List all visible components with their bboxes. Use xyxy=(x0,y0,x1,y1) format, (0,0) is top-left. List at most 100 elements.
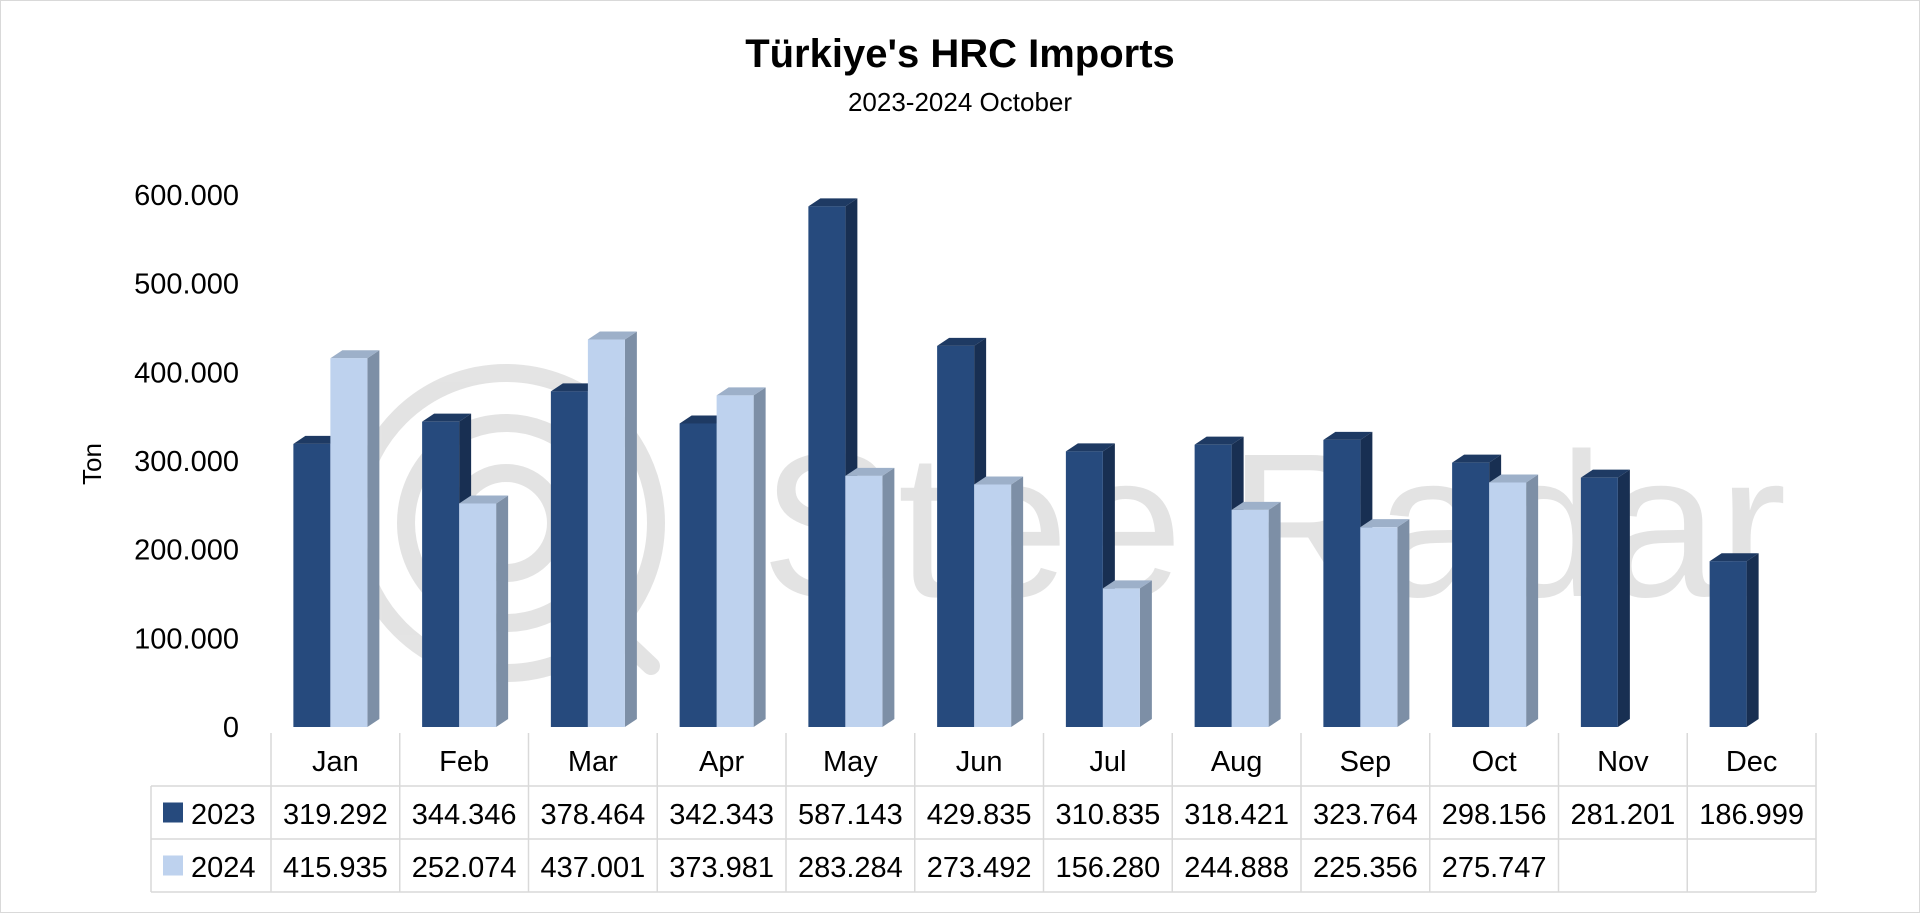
data-label: 186.999 xyxy=(1699,799,1804,831)
bar-top xyxy=(1194,436,1244,445)
bar-2024-feb xyxy=(459,495,509,727)
y-axis-label: Ton xyxy=(77,443,107,485)
bar-2024-sep xyxy=(1360,519,1410,727)
bar-front xyxy=(679,423,717,727)
bar-front xyxy=(1231,509,1269,727)
bar-side xyxy=(1397,519,1410,727)
data-label: 283.284 xyxy=(798,852,903,884)
bar-top xyxy=(974,476,1024,485)
bar-2024-jul xyxy=(1102,580,1152,727)
bar-front xyxy=(422,421,460,727)
bar-side xyxy=(1011,476,1024,727)
y-tick-label: 100.000 xyxy=(134,623,239,655)
category-label: Jan xyxy=(312,746,359,778)
y-tick-label: 0 xyxy=(223,712,239,744)
bar-top xyxy=(1489,474,1539,483)
category-label: Nov xyxy=(1597,746,1649,778)
legend-label-2023: 2023 xyxy=(191,799,256,831)
bar-top xyxy=(550,383,600,392)
bar-front xyxy=(808,206,846,727)
bar-2024-aug xyxy=(1231,501,1281,727)
bar-2024-apr xyxy=(716,387,766,727)
bar-front xyxy=(1065,451,1103,727)
y-tick-label: 200.000 xyxy=(134,535,239,567)
bar-front xyxy=(1360,527,1398,727)
data-label: 244.888 xyxy=(1184,852,1289,884)
category-label: Mar xyxy=(568,746,618,778)
bar-top xyxy=(937,337,987,346)
data-label: 225.356 xyxy=(1313,852,1418,884)
bar-front xyxy=(587,339,625,727)
bar-front xyxy=(459,503,497,727)
bar-side xyxy=(882,467,895,727)
category-label: Jul xyxy=(1089,746,1126,778)
bar-2024-oct xyxy=(1489,474,1539,727)
bar-2024-jan xyxy=(330,350,380,727)
legend-key-2023 xyxy=(163,802,183,823)
category-label: Aug xyxy=(1211,746,1263,778)
data-label: 273.492 xyxy=(927,852,1032,884)
chart-subtitle: 2023-2024 October xyxy=(848,87,1072,117)
data-label: 318.421 xyxy=(1184,799,1289,831)
bar-side xyxy=(1746,553,1759,727)
bar-side xyxy=(1526,474,1539,727)
bar-front xyxy=(716,395,754,727)
bar-front xyxy=(1580,477,1618,727)
category-label: Oct xyxy=(1472,746,1517,778)
bar-side xyxy=(367,350,380,727)
data-label: 429.835 xyxy=(927,799,1032,831)
data-label: 342.343 xyxy=(669,799,774,831)
data-label: 373.981 xyxy=(669,852,774,884)
bar-front xyxy=(550,391,588,727)
data-label: 252.074 xyxy=(412,852,517,884)
bar-2024-mar xyxy=(587,331,637,727)
bar-top xyxy=(1360,519,1410,528)
data-label: 319.292 xyxy=(283,799,388,831)
y-tick-label: 600.000 xyxy=(134,180,239,212)
data-label: 415.935 xyxy=(283,852,388,884)
bar-top xyxy=(1065,443,1115,452)
bar-front xyxy=(330,358,368,727)
bar-top xyxy=(845,467,895,476)
data-label: 323.764 xyxy=(1313,799,1418,831)
bar-side xyxy=(496,495,509,727)
bar-front xyxy=(1489,482,1527,727)
bar-top xyxy=(716,387,766,396)
data-label: 298.156 xyxy=(1442,799,1547,831)
bar-front xyxy=(845,475,883,727)
category-label: Apr xyxy=(699,746,744,778)
bar-2024-may xyxy=(845,467,895,727)
data-label: 156.280 xyxy=(1055,852,1160,884)
category-label: Feb xyxy=(439,746,489,778)
data-label: 587.143 xyxy=(798,799,903,831)
bar-top xyxy=(1580,469,1630,478)
data-label: 275.747 xyxy=(1442,852,1547,884)
bar-front xyxy=(1452,462,1490,727)
bar-top xyxy=(459,495,509,504)
bar-side xyxy=(1268,501,1281,727)
bar-top xyxy=(1102,580,1152,589)
bar-front xyxy=(1102,588,1140,727)
data-label: 310.835 xyxy=(1055,799,1160,831)
bar-top xyxy=(679,415,729,424)
bar-2023-dec xyxy=(1709,553,1759,727)
bar-front xyxy=(293,443,331,727)
bar-2024-jun xyxy=(974,476,1024,727)
bar-front xyxy=(1709,561,1747,727)
data-label: 437.001 xyxy=(540,852,645,884)
bar-top xyxy=(1709,553,1759,562)
bar-top xyxy=(808,198,858,207)
bar-side xyxy=(753,387,766,727)
category-label: Dec xyxy=(1726,746,1778,778)
bar-side xyxy=(1139,580,1152,727)
bar-front xyxy=(1323,439,1361,727)
data-label: 281.201 xyxy=(1570,799,1675,831)
legend-label-2024: 2024 xyxy=(191,852,256,884)
bar-top xyxy=(587,331,637,340)
bar-top xyxy=(422,413,472,422)
category-label: May xyxy=(823,746,878,778)
category-label: Sep xyxy=(1340,746,1392,778)
bar-front xyxy=(974,484,1012,727)
